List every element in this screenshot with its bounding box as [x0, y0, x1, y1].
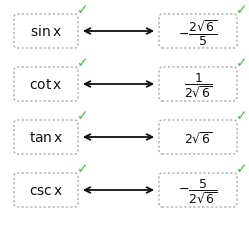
- Text: ✓: ✓: [236, 56, 248, 70]
- Text: ✓: ✓: [77, 109, 89, 123]
- Text: $\mathrm{cot\,x}$: $\mathrm{cot\,x}$: [29, 78, 63, 92]
- FancyBboxPatch shape: [159, 15, 237, 49]
- Text: ✓: ✓: [236, 109, 248, 123]
- Text: $\mathrm{csc\,x}$: $\mathrm{csc\,x}$: [29, 183, 63, 197]
- Text: $-\dfrac{5}{2\sqrt{6}}$: $-\dfrac{5}{2\sqrt{6}}$: [178, 177, 218, 205]
- FancyBboxPatch shape: [14, 68, 78, 101]
- Text: ✓: ✓: [77, 56, 89, 70]
- FancyBboxPatch shape: [159, 68, 237, 101]
- Text: $-\dfrac{2\sqrt{6}}{5}$: $-\dfrac{2\sqrt{6}}{5}$: [178, 18, 218, 48]
- FancyBboxPatch shape: [159, 120, 237, 154]
- FancyBboxPatch shape: [14, 15, 78, 49]
- FancyBboxPatch shape: [14, 173, 78, 207]
- Text: ✓: ✓: [236, 3, 248, 17]
- Text: ✓: ✓: [236, 161, 248, 175]
- Text: ✓: ✓: [77, 161, 89, 175]
- Text: $2\sqrt{6}$: $2\sqrt{6}$: [184, 131, 212, 146]
- Text: $\dfrac{1}{2\sqrt{6}}$: $\dfrac{1}{2\sqrt{6}}$: [184, 72, 212, 100]
- FancyBboxPatch shape: [14, 120, 78, 154]
- Text: $\mathrm{sin\,x}$: $\mathrm{sin\,x}$: [30, 25, 62, 39]
- FancyBboxPatch shape: [159, 173, 237, 207]
- Text: ✓: ✓: [77, 3, 89, 17]
- Text: $\mathrm{tan\,x}$: $\mathrm{tan\,x}$: [29, 131, 63, 144]
